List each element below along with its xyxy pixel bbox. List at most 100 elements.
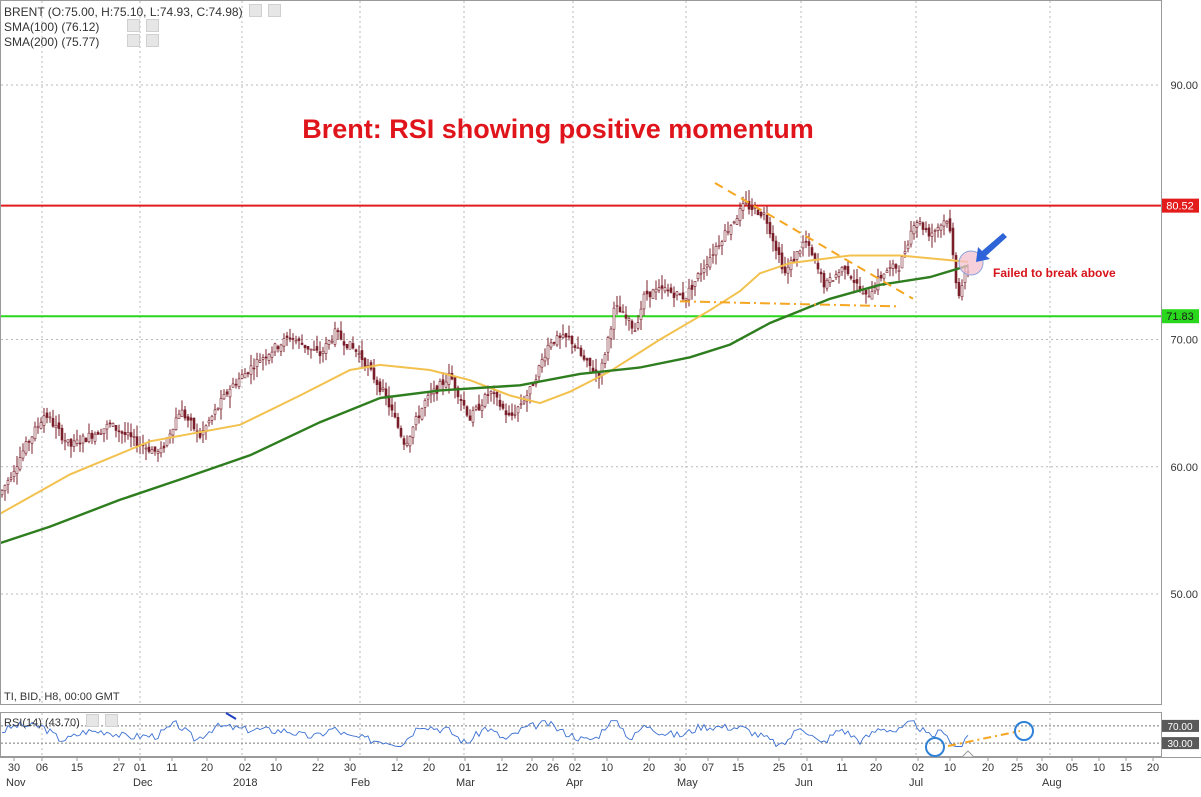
level-label: 71.83	[1166, 311, 1194, 323]
candle-body	[642, 293, 646, 310]
sma100-close-icon[interactable]	[146, 19, 160, 32]
candle-body	[855, 279, 859, 284]
candle-body	[102, 428, 106, 434]
candle-body	[342, 341, 346, 346]
candle-body	[525, 395, 529, 402]
candle-body	[297, 338, 301, 341]
x-tick-label: 02	[569, 762, 581, 774]
x-tick-label: 30	[344, 762, 356, 774]
x-tick-label: 20	[1147, 762, 1159, 774]
candle-body	[846, 266, 850, 275]
candle-body	[393, 412, 397, 418]
x-tick-label: 02	[239, 762, 251, 774]
y-tick-label: 90.00	[1170, 80, 1198, 92]
candle-body	[222, 393, 226, 400]
candle-body	[801, 241, 805, 249]
candle-body	[273, 343, 277, 353]
candle-body	[54, 425, 58, 428]
candle-body	[957, 281, 961, 297]
candle-body	[861, 292, 865, 295]
sma100-line	[0, 254, 969, 515]
x-tick-label: 26	[547, 762, 559, 774]
candle-body	[915, 222, 919, 228]
candle-body	[936, 227, 940, 231]
sma200-close-icon[interactable]	[146, 34, 160, 47]
candle-body	[312, 349, 316, 351]
x-tick-label: 20	[643, 762, 655, 774]
candle-body	[411, 426, 415, 438]
x-tick-label: 01	[134, 762, 146, 774]
candle-body	[561, 334, 565, 338]
x-tick-label: 20	[982, 762, 994, 774]
candle-body	[72, 440, 76, 447]
candle-body	[504, 410, 508, 416]
candle-body	[24, 441, 28, 454]
rsi-trendline	[947, 730, 1021, 747]
candle-body	[585, 358, 589, 361]
legend-price: BRENT (O:75.00, H:75.10, L:74.93, C:74.9…	[4, 4, 282, 19]
candle-body	[738, 208, 742, 221]
sma200-settings-icon[interactable]	[126, 34, 140, 47]
legend-sma200: SMA(200) (75.77)	[4, 34, 160, 49]
candle-body	[261, 357, 265, 360]
x-tick-label: 27	[113, 762, 125, 774]
candle-body	[867, 295, 871, 298]
legend-close-icon[interactable]	[268, 4, 282, 17]
candle-body	[903, 251, 907, 254]
candle-body	[720, 241, 724, 246]
candle-body	[648, 291, 652, 298]
candle-body	[285, 335, 289, 338]
x-tick-label: 01	[459, 762, 471, 774]
current-time-marker	[960, 750, 976, 758]
rsi-settings-icon[interactable]	[85, 714, 99, 727]
candle-body	[228, 388, 232, 398]
x-tick-label: 22	[312, 762, 324, 774]
candle-body	[57, 422, 61, 429]
candle-body	[147, 446, 151, 452]
candle-body	[822, 273, 826, 288]
candle-body	[633, 330, 637, 333]
candle-body	[951, 227, 955, 256]
sma100-settings-icon[interactable]	[126, 19, 140, 32]
x-tick-label: 11	[836, 762, 847, 774]
candle-body	[300, 342, 304, 345]
candle-body	[129, 432, 133, 438]
candle-body	[945, 220, 949, 224]
candle-body	[816, 262, 820, 270]
legend-settings-icon[interactable]	[248, 4, 262, 17]
candle-body	[234, 383, 238, 386]
candle-body	[939, 224, 943, 231]
candle-body	[477, 403, 481, 411]
x-month-label: Dec	[133, 777, 153, 789]
candle-body	[144, 447, 148, 450]
candle-body	[156, 451, 160, 454]
candle-body	[678, 293, 682, 296]
candle-body	[216, 407, 220, 410]
x-month-label: Mar	[456, 777, 475, 789]
candle-body	[132, 435, 136, 438]
candle-body	[615, 304, 619, 307]
candle-body	[120, 431, 124, 434]
legend-sma200-text: SMA(200) (75.77)	[4, 35, 100, 49]
candle-body	[321, 350, 325, 354]
candle-body	[213, 409, 217, 415]
x-month-label: Jun	[795, 777, 813, 789]
candle-body	[69, 438, 73, 447]
x-month-label: Feb	[351, 777, 370, 789]
candle-body	[810, 247, 814, 256]
y-tick-label: 50.00	[1170, 589, 1198, 601]
candle-body	[558, 335, 562, 338]
candle-body	[294, 340, 298, 343]
rsi-legend: RSI(14) (43.70)	[4, 714, 118, 729]
candle-body	[414, 416, 418, 426]
rsi-close-icon[interactable]	[104, 714, 118, 727]
candle-body	[927, 227, 931, 237]
candle-body	[576, 347, 580, 349]
candle-body	[717, 245, 721, 247]
candle-body	[249, 365, 253, 375]
candle-body	[270, 351, 274, 358]
candle-body	[486, 394, 490, 396]
candle-body	[696, 273, 700, 280]
candle-body	[894, 264, 898, 269]
